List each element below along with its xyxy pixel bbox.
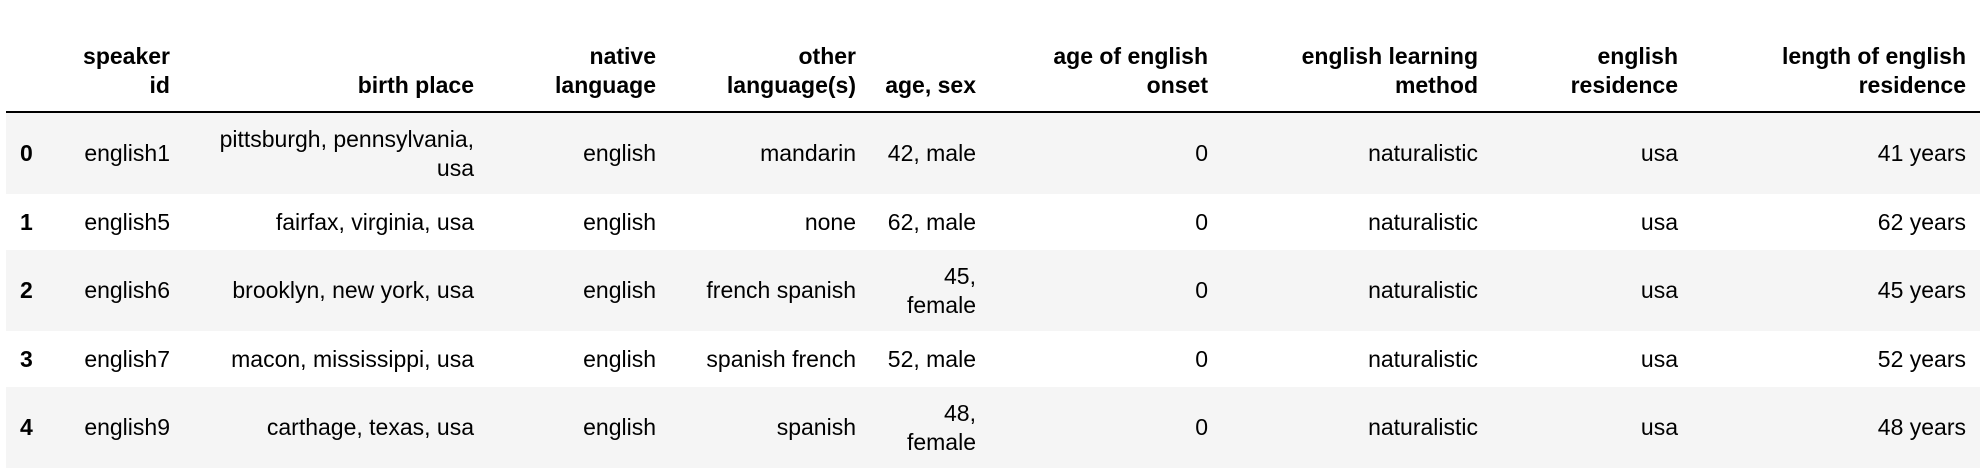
column-header-english-learning-method: english learning method bbox=[1222, 38, 1492, 113]
column-header-english-residence: english residence bbox=[1492, 38, 1692, 113]
cell-length-of-english-residence: 45 years bbox=[1877, 277, 1966, 303]
cell-native-language: english bbox=[583, 208, 656, 235]
cell-speaker-id: english1 bbox=[84, 140, 170, 166]
cell-other-languages: spanish french bbox=[706, 345, 856, 372]
cell-length-of-english-residence: 48 years bbox=[1877, 414, 1966, 440]
cell-speaker-id: english7 bbox=[84, 345, 170, 372]
cell-english-learning-method: naturalistic bbox=[1368, 140, 1478, 166]
cell-english-residence: usa bbox=[1640, 140, 1678, 166]
column-header-other-languages: other language(s) bbox=[670, 38, 870, 113]
cell-birth-place: pittsburgh, pennsylvania, usa bbox=[219, 125, 474, 181]
cell-birth-place: fairfax, virginia, usa bbox=[275, 208, 474, 235]
index-header bbox=[6, 38, 56, 113]
cell-birth-place: brooklyn, new york, usa bbox=[232, 277, 474, 303]
table-row: 3 english7 macon, mississippi, usa engli… bbox=[6, 331, 1980, 387]
cell-length-of-english-residence: 62 years bbox=[1877, 208, 1966, 235]
cell-english-learning-method: naturalistic bbox=[1368, 208, 1478, 235]
table-row: 0 english1 pittsburgh, pennsylvania, usa… bbox=[6, 112, 1980, 194]
cell-native-language: english bbox=[583, 345, 656, 372]
cell-age-of-english-onset: 0 bbox=[1195, 345, 1208, 372]
cell-age-sex: 62, male bbox=[887, 208, 976, 235]
cell-speaker-id: english6 bbox=[84, 277, 170, 303]
cell-age-sex: 42, male bbox=[887, 140, 976, 166]
row-index: 4 bbox=[20, 414, 33, 440]
cell-other-languages: none bbox=[804, 208, 856, 235]
column-header-length-of-english-residence: length of english residence bbox=[1692, 38, 1980, 113]
cell-age-of-english-onset: 0 bbox=[1195, 140, 1208, 166]
cell-other-languages: spanish bbox=[776, 414, 856, 440]
cell-other-languages: french spanish bbox=[706, 277, 856, 303]
column-header-age-of-english-onset: age of english onset bbox=[990, 38, 1222, 113]
column-header-age-sex: age, sex bbox=[870, 38, 990, 113]
column-header-birth-place: birth place bbox=[184, 38, 488, 113]
cell-english-learning-method: naturalistic bbox=[1368, 277, 1478, 303]
cell-speaker-id: english9 bbox=[84, 414, 170, 440]
cell-native-language: english bbox=[583, 277, 656, 303]
speaker-table: speaker id birth place native language o… bbox=[6, 38, 1980, 468]
cell-age-sex: 45, female bbox=[906, 262, 976, 318]
cell-english-residence: usa bbox=[1640, 414, 1678, 440]
cell-age-of-english-onset: 0 bbox=[1195, 277, 1208, 303]
cell-age-sex: 48, female bbox=[906, 399, 976, 455]
column-header-speaker-id: speaker id bbox=[56, 38, 184, 113]
cell-native-language: english bbox=[583, 140, 656, 166]
table-row: 1 english5 fairfax, virginia, usa englis… bbox=[6, 194, 1980, 250]
cell-english-residence: usa bbox=[1640, 345, 1678, 372]
row-index: 0 bbox=[20, 140, 33, 166]
cell-length-of-english-residence: 52 years bbox=[1877, 345, 1966, 372]
cell-english-residence: usa bbox=[1640, 277, 1678, 303]
cell-age-of-english-onset: 0 bbox=[1195, 414, 1208, 440]
cell-birth-place: macon, mississippi, usa bbox=[231, 345, 474, 372]
dataframe-container: speaker id birth place native language o… bbox=[6, 38, 1980, 468]
cell-english-residence: usa bbox=[1640, 208, 1678, 235]
cell-length-of-english-residence: 41 years bbox=[1877, 140, 1966, 166]
cell-english-learning-method: naturalistic bbox=[1368, 345, 1478, 372]
cell-english-learning-method: naturalistic bbox=[1368, 414, 1478, 440]
cell-age-sex: 52, male bbox=[887, 345, 976, 372]
cell-other-languages: mandarin bbox=[760, 140, 856, 166]
row-index: 2 bbox=[20, 277, 33, 303]
table-row: 4 english9 carthage, texas, usa english … bbox=[6, 387, 1980, 468]
cell-birth-place: carthage, texas, usa bbox=[266, 414, 474, 440]
header-row: speaker id birth place native language o… bbox=[6, 38, 1980, 113]
cell-speaker-id: english5 bbox=[84, 208, 170, 235]
cell-native-language: english bbox=[583, 414, 656, 440]
cell-age-of-english-onset: 0 bbox=[1195, 208, 1208, 235]
row-index: 1 bbox=[20, 208, 33, 235]
table-row: 2 english6 brooklyn, new york, usa engli… bbox=[6, 250, 1980, 331]
column-header-native-language: native language bbox=[488, 38, 670, 113]
row-index: 3 bbox=[20, 345, 33, 372]
